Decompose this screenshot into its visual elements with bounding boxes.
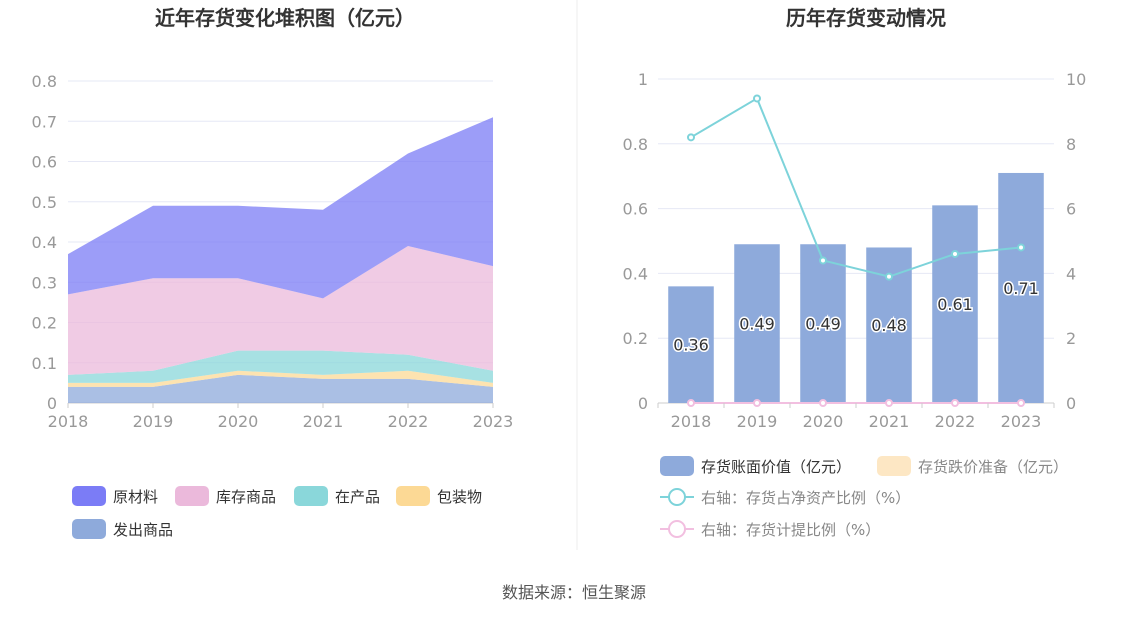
left-y-tick-label: 0.6 [32,153,57,172]
legend-swatch[interactable] [72,486,106,506]
right-right-y-tick-label: 0 [1066,394,1076,413]
right-line-series [687,94,1025,407]
right-right-y-tick-label: 4 [1066,264,1076,283]
legend-swatch[interactable] [175,486,209,506]
line-point [951,399,959,407]
line-point [885,272,893,281]
left-x-tick-label: 2018 [48,412,89,431]
left-x-tick-label: 2023 [473,412,514,431]
bar-inventory-value [998,172,1044,403]
line-point [819,399,827,407]
line-series-2 [690,96,1022,278]
area-series-4 [68,117,493,299]
left-chart-title: 近年存货变化堆积图（亿元） [155,6,415,30]
legend-label[interactable]: 存货跌价准备（亿元） [918,458,1068,476]
line-point [885,399,893,407]
left-y-tick-label: 0.2 [32,314,57,333]
right-bar-series [668,172,1044,403]
bar-value-label: 0.36 [673,336,709,355]
legend-label[interactable]: 右轴：存货计提比例（%） [701,521,880,539]
right-left-y-tick-label: 0.8 [623,135,648,154]
legend-label[interactable]: 包装物 [437,488,482,506]
legend-label[interactable]: 原材料 [113,488,158,506]
legend-swatch[interactable] [72,519,106,539]
right-right-y-axis: 0 2 4 6 8 10 [1066,70,1086,413]
bar-inventory-value [932,205,978,403]
right-x-tick-label: 2021 [869,412,910,431]
right-x-tick-label: 2018 [671,412,712,431]
area-series-2 [68,350,493,383]
right-x-tick-label: 2019 [737,412,778,431]
left-x-tick-label: 2022 [388,412,429,431]
legend-swatch[interactable] [660,456,694,476]
bar-value-label: 0.71 [1003,279,1039,298]
left-x-tick-label: 2020 [218,412,259,431]
right-x-axis: 2018 2019 2020 2021 2022 2023 [657,403,1055,431]
right-x-tick-label: 2023 [1001,412,1042,431]
legend-line-marker[interactable] [668,488,686,506]
bar-value-label: 0.49 [739,315,775,334]
left-x-tick-label: 2021 [303,412,344,431]
left-area-series [68,117,493,403]
data-source-note: 数据来源：恒生聚源 [502,583,646,602]
right-bar-labels: 0.36 0.49 0.49 0.48 0.61 0.71 [672,277,1041,356]
area-series-0 [68,374,493,403]
legend-swatch[interactable] [877,456,911,476]
left-y-tick-label: 0.3 [32,273,57,292]
right-right-y-tick-label: 6 [1066,200,1076,219]
line-point [753,399,761,407]
right-left-y-tick-label: 1 [638,70,648,89]
legend-line-marker[interactable] [668,520,686,538]
left-y-tick-label: 0.7 [32,112,57,131]
bar-inventory-value [668,286,714,403]
line-point [951,249,959,258]
left-x-axis: 2018 2019 2020 2021 2022 2023 [48,403,514,431]
line-point [819,256,827,265]
line-point [1017,399,1025,407]
line-point [687,133,695,142]
left-y-tick-label: 0.5 [32,193,57,212]
left-y-tick-label: 0.4 [32,233,57,252]
left-y-axis: 0 0.1 0.2 0.3 0.4 0.5 0.6 0.7 0.8 [32,72,57,413]
right-left-y-tick-label: 0.2 [623,329,648,348]
legend-swatch[interactable] [294,486,328,506]
right-right-y-tick-label: 10 [1066,70,1086,89]
line-point [1017,243,1025,252]
bar-value-label: 0.61 [937,295,973,314]
left-x-tick-label: 2019 [133,412,174,431]
legend-label[interactable]: 在产品 [335,488,380,506]
left-y-tick-label: 0.1 [32,354,57,373]
legend-label[interactable]: 右轴：存货占净资产比例（%） [701,489,910,507]
right-x-tick-label: 2022 [935,412,976,431]
area-series-1 [68,370,493,387]
right-left-y-axis: 0 0.2 0.4 0.6 0.8 1 [623,70,648,413]
right-legend[interactable]: 存货账面价值（亿元） 存货跌价准备（亿元） 右轴：存货占净资产比例（%） 右轴：存货计… [660,456,1068,539]
right-left-y-tick-label: 0.4 [623,264,648,283]
legend-label[interactable]: 发出商品 [113,521,173,539]
bar-value-label: 0.49 [805,315,841,334]
bar-value-label: 0.48 [871,316,907,335]
legend-swatch[interactable] [396,486,430,506]
line-point [687,399,695,407]
line-point [753,94,761,103]
left-y-tick-label: 0 [47,394,57,413]
legend-label[interactable]: 存货账面价值（亿元） [701,458,851,476]
left-y-tick-label: 0.8 [32,72,57,91]
right-x-tick-label: 2020 [803,412,844,431]
bar-inventory-value [800,244,846,403]
legend-label[interactable]: 库存商品 [216,488,276,506]
right-right-y-tick-label: 2 [1066,329,1076,348]
right-right-y-tick-label: 8 [1066,135,1076,154]
bar-inventory-value [734,244,780,403]
right-left-y-tick-label: 0.6 [623,200,648,219]
right-chart-title: 历年存货变动情况 [786,6,946,30]
right-grid [658,78,1054,404]
right-left-y-tick-label: 0 [638,394,648,413]
